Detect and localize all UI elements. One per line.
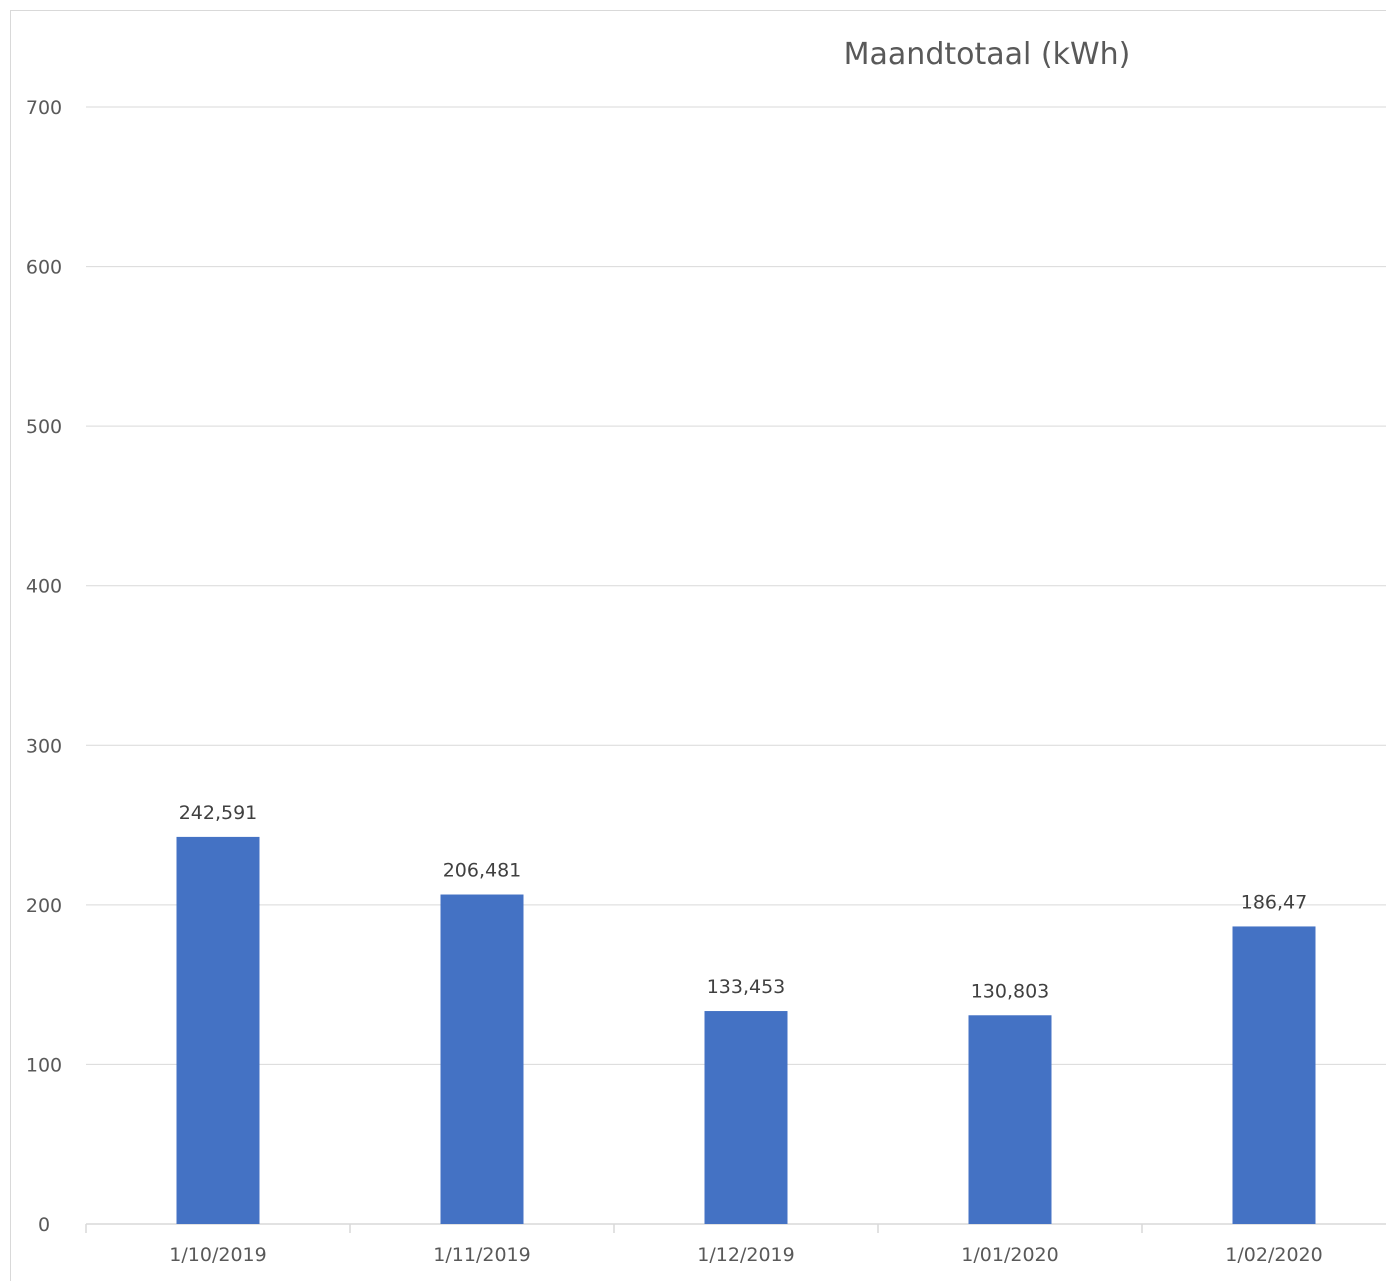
x-tick-label: 1/02/2020	[1225, 1244, 1322, 1266]
data-labels: 242,591 206,481 133,453 130,803 186,47	[179, 802, 1308, 1002]
y-tick-label: 100	[26, 1054, 62, 1076]
y-tick-label: 200	[26, 895, 62, 917]
y-tick-label: 400	[26, 576, 62, 598]
x-axis-ticks: 1/10/2019 1/11/2019 1/12/2019 1/01/2020 1/02…	[85, 1224, 1323, 1266]
bar-1/12/2019	[704, 1011, 788, 1224]
x-tick-label: 1/01/2020	[961, 1244, 1058, 1266]
bar-1/01/2020	[968, 1015, 1052, 1224]
bar-1/10/2019	[176, 836, 260, 1224]
y-tick-label: 700	[26, 97, 62, 119]
data-label: 206,481	[443, 860, 522, 882]
x-tick-label: 1/10/2019	[169, 1244, 266, 1266]
y-tick-label: 300	[26, 735, 62, 757]
y-tick-label: 0	[38, 1214, 50, 1236]
bars	[176, 836, 1316, 1224]
chart-title: Maandtotaal (kWh)	[844, 37, 1131, 72]
data-label: 133,453	[707, 976, 786, 998]
bar-1/11/2019	[440, 894, 524, 1224]
y-tick-label: 500	[26, 416, 62, 438]
y-axis-ticks: 0 100 200 300 400 500 600 700	[26, 97, 62, 1236]
data-label: 242,591	[179, 802, 258, 824]
y-tick-label: 600	[26, 257, 62, 279]
data-label: 186,47	[1241, 891, 1307, 913]
data-label: 130,803	[971, 980, 1050, 1002]
chart-frame	[10, 10, 1386, 1281]
bar-1/02/2020	[1232, 926, 1316, 1224]
x-tick-label: 1/12/2019	[697, 1244, 794, 1266]
x-tick-label: 1/11/2019	[433, 1244, 530, 1266]
